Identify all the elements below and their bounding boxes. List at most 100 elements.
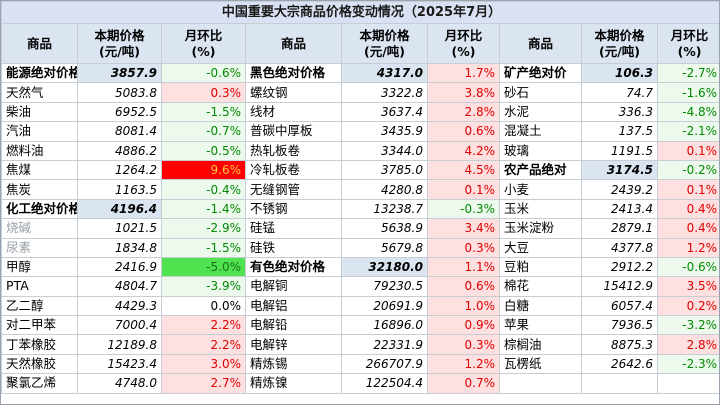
commodity-name-cell: 烧碱 [1, 218, 78, 239]
commodity-name-cell: 乙二醇 [1, 295, 78, 317]
commodity-name-cell [499, 373, 582, 394]
change-cell: 0.4% [656, 218, 719, 239]
commodity-name-cell: 混凝土 [499, 121, 582, 142]
commodity-name-cell: PTA [1, 276, 78, 297]
commodity-name-cell: 对二甲苯 [1, 315, 78, 336]
change-cell: 2.7% [161, 373, 246, 394]
table-row: 汽油 8081.4 -0.7% 普碳中厚板 3435.9 0.6% 混凝土 137.5 -2.1… [1, 121, 719, 142]
price-cell: 7936.5 [581, 315, 658, 336]
group-price-cell: 3174.5 [581, 159, 658, 181]
title-row: 中国重要大宗商品价格变动情况（2025年7月） [1, 1, 719, 24]
price-cell: 5638.9 [341, 218, 428, 239]
table-row: 尿素 1834.8 -1.5% 硅铁 5679.8 0.3% 大豆 4377.8 1.2% [1, 237, 719, 258]
change-cell: 1.7% [427, 62, 500, 84]
table-row: 焦煤 1264.2 9.6% 冷轧板卷 3785.0 4.5% 农产品绝对 3174.5 -0.… [1, 159, 719, 181]
price-cell: 8081.4 [77, 121, 162, 142]
header-price-1: 本期价格 (元/吨) [77, 23, 162, 64]
header-change-1: 月环比 (%) [161, 23, 246, 64]
change-cell: -1.6% [656, 82, 719, 103]
commodity-name-cell: 硅锰 [245, 218, 342, 239]
table-row: 对二甲苯 7000.4 2.2% 电解铅 16896.0 0.9% 苹果 7936.5 -3.2… [1, 315, 719, 336]
commodity-name-cell: 电解铅 [245, 315, 342, 336]
header-price-line2: (元/吨) [364, 43, 405, 59]
commodity-name-cell: 天然橡胶 [1, 353, 78, 375]
price-cell: 4377.8 [581, 237, 658, 258]
table-row: 燃料油 4886.2 -0.5% 热轧板卷 3344.0 4.2% 玻璃 1191.5 0.1% [1, 140, 719, 161]
price-cell: 2642.6 [581, 353, 658, 375]
change-cell: 0.6% [427, 276, 500, 297]
table-row: 天然橡胶 15423.4 3.0% 精炼锡 266707.9 1.2% 瓦楞纸 2642.6-… [1, 353, 719, 375]
price-cell: 3322.8 [341, 82, 428, 103]
price-cell: 79230.5 [341, 276, 428, 297]
change-cell: 4.2% [427, 140, 500, 161]
commodity-name-cell: 砂石 [499, 82, 582, 103]
price-cell: 4804.7 [77, 276, 162, 297]
header-change-line2: (%) [677, 43, 702, 59]
price-cell: 2439.2 [581, 179, 658, 200]
price-cell [581, 373, 658, 394]
commodity-name-cell: 普碳中厚板 [245, 121, 342, 142]
table-row: 焦炭 1163.5 -0.4% 无缝钢管 4280.8 0.1% 小麦 2439.2 0.1% [1, 179, 719, 200]
price-cell: 1021.5 [77, 218, 162, 239]
price-cell: 1163.5 [77, 179, 162, 200]
header-commodity-1: 商品 [1, 23, 78, 64]
commodity-name-cell: 冷轧板卷 [245, 159, 342, 181]
price-cell: 3637.4 [341, 101, 428, 123]
change-cell: 1.2% [656, 237, 719, 258]
price-cell: 6952.5 [77, 101, 162, 123]
commodity-name-cell: 棉花 [499, 276, 582, 297]
commodity-name-cell: 电解铝 [245, 295, 342, 317]
change-cell: 0.1% [656, 140, 719, 161]
commodity-name-cell: 丁苯橡胶 [1, 334, 78, 355]
commodity-name-cell: 玉米淀粉 [499, 218, 582, 239]
header-price-line1: 本期价格 [359, 27, 410, 43]
header-price-2: 本期价格 (元/吨) [341, 23, 428, 64]
header-row: 商品 本期价格 (元/吨) 月环比 (%) 商品 本期价格 (元/吨) 月环比 (%) … [1, 23, 719, 64]
group-price-cell: 4317.0 [341, 62, 428, 84]
change-cell: -0.7% [161, 121, 246, 142]
price-cell: 2416.9 [77, 256, 162, 278]
commodity-name-cell: 电解锌 [245, 334, 342, 355]
change-cell: -2.1% [656, 121, 719, 142]
change-cell: -3.9% [161, 276, 246, 297]
commodity-name-cell: 不锈钢 [245, 198, 342, 220]
change-cell: -2.7% [656, 62, 719, 84]
commodity-name-cell: 玉米 [499, 198, 582, 220]
change-cell: -0.5% [161, 140, 246, 161]
change-cell: 0.4% [656, 198, 719, 220]
price-cell: 4748.0 [77, 373, 162, 394]
price-cell: 122504.4 [341, 373, 428, 394]
commodity-name-cell: 柴油 [1, 101, 78, 123]
header-price-line2: (元/吨) [599, 43, 640, 59]
change-cell: -4.8% [656, 101, 719, 123]
commodity-name-cell: 螺纹钢 [245, 82, 342, 103]
table-title: 中国重要大宗商品价格变动情况（2025年7月） [1, 1, 719, 24]
group-name-cell: 能源绝对价格 [1, 62, 78, 84]
commodity-name-cell: 硅铁 [245, 237, 342, 258]
price-cell: 266707.9 [341, 353, 428, 375]
group-name-cell: 有色绝对价格 [245, 256, 342, 278]
commodity-price-table: 中国重要大宗商品价格变动情况（2025年7月） 商品 本期价格 (元/吨) 月环比… [1, 1, 719, 394]
table-row: 天然气 5083.8 0.3% 螺纹钢 3322.8 3.8% 砂石 74.7 -1.6% [1, 82, 719, 103]
price-cell: 1834.8 [77, 237, 162, 258]
group-name-cell: 黑色绝对价格 [245, 62, 342, 84]
header-price-line1: 本期价格 [94, 27, 145, 43]
commodity-name-cell: 电解铜 [245, 276, 342, 297]
commodity-name-cell: 精炼镍 [245, 373, 342, 394]
change-cell: 3.5% [656, 276, 719, 297]
table-row: 丁苯橡胶 12189.8 2.2% 电解锌 22331.9 0.3% 棕榈油 8875.3 2.… [1, 334, 719, 355]
change-cell [656, 373, 719, 394]
group-price-cell: 32180.0 [341, 256, 428, 278]
table-row: 乙二醇 4429.3 0.0% 电解铝 20691.9 1.0% 白糖 6057.4 0.2% [1, 295, 719, 317]
price-cell: 7000.4 [77, 315, 162, 336]
commodity-name-cell: 焦炭 [1, 179, 78, 200]
commodity-name-cell: 线材 [245, 101, 342, 123]
change-cell: 2.8% [656, 334, 719, 355]
commodity-name-cell: 汽油 [1, 121, 78, 142]
commodity-name-cell: 焦煤 [1, 159, 78, 181]
price-cell: 336.3 [581, 101, 658, 123]
commodity-name-cell: 水泥 [499, 101, 582, 123]
price-cell: 8875.3 [581, 334, 658, 355]
commodity-name-cell: 热轧板卷 [245, 140, 342, 161]
price-cell: 16896.0 [341, 315, 428, 336]
